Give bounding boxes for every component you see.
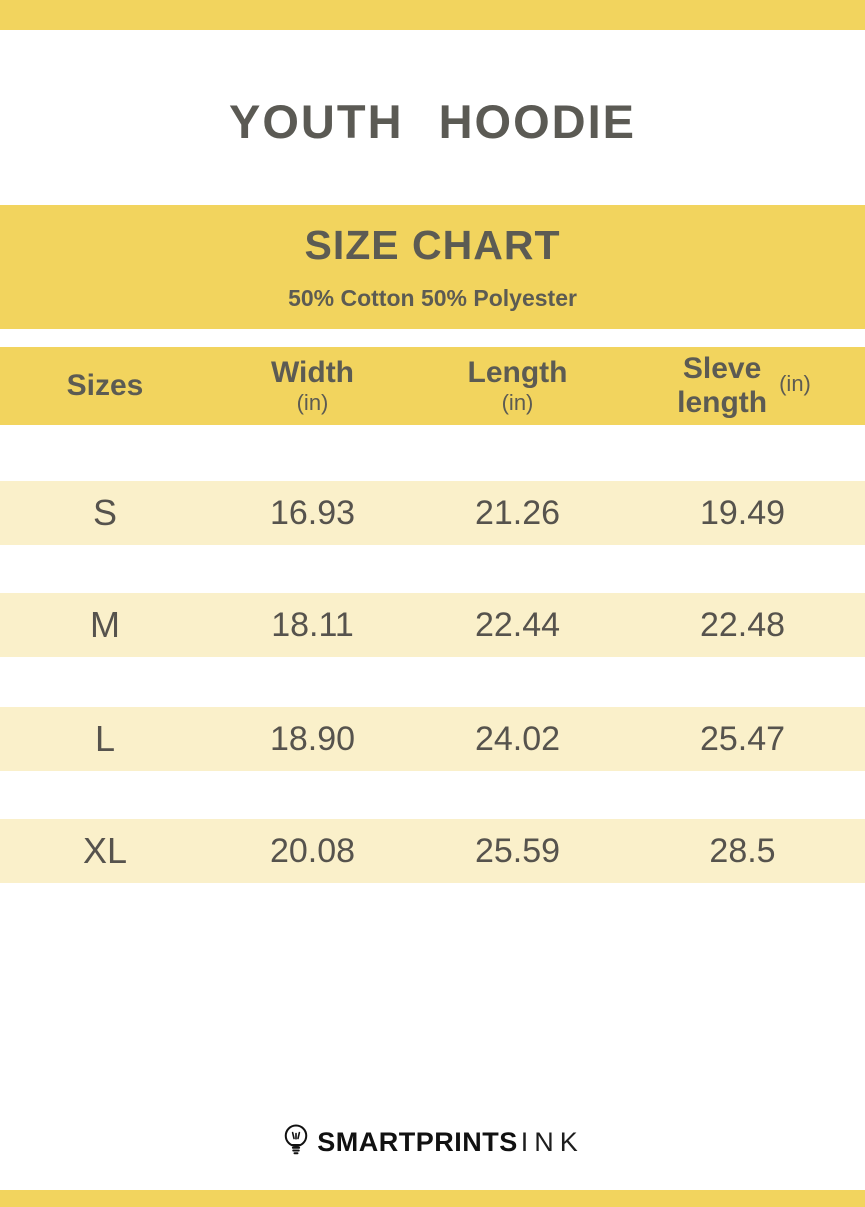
sleeve-length-unit-label: (in) <box>779 370 811 396</box>
table-row-size-xl: XL 20.08 25.59 28.5 <box>0 819 865 883</box>
length-cell: 22.44 <box>474 605 561 644</box>
length-cell: 24.02 <box>474 719 561 758</box>
table-row-size-m: M 18.11 22.44 22.48 <box>0 593 865 657</box>
sleeve-length-cell: 25.47 <box>699 719 786 758</box>
sleeve-length-header-label: Sleve length <box>677 352 768 419</box>
length-cell: 25.59 <box>474 831 561 870</box>
width-cell: 20.08 <box>269 831 356 870</box>
width-cell: 18.90 <box>269 719 356 758</box>
length-unit-label: (in) <box>501 389 534 415</box>
sleeve-length-cell: 28.5 <box>709 831 776 870</box>
brand-name-bold: SMARTPRINTS <box>317 1126 518 1157</box>
column-header-length: Length (in) <box>415 356 620 416</box>
size-cell: M <box>90 604 120 645</box>
size-cell: L <box>94 718 116 759</box>
table-row-size-l: L 18.90 24.02 25.47 <box>0 707 865 771</box>
brand-name-light: INK <box>520 1126 584 1157</box>
length-header-label: Length <box>467 356 568 389</box>
column-header-sleeve-length: Sleve length (in) <box>620 352 865 419</box>
table-row-size-s: S 16.93 21.26 19.49 <box>0 481 865 545</box>
bottom-accent-bar <box>0 1190 865 1207</box>
column-header-width: Width (in) <box>210 356 415 416</box>
size-chart-title: SIZE CHART <box>304 222 561 268</box>
width-header-label: Width <box>270 356 355 389</box>
fabric-composition-label: 50% Cotton 50% Polyester <box>288 285 577 311</box>
table-header-row: Sizes Width (in) Length (in) Sleve lengt… <box>0 347 865 425</box>
size-chart-banner: SIZE CHART 50% Cotton 50% Polyester <box>0 205 865 329</box>
sizes-header-label: Sizes <box>66 369 144 403</box>
width-cell: 16.93 <box>269 493 356 532</box>
size-cell: XL <box>82 830 128 871</box>
lightbulb-icon <box>281 1123 311 1161</box>
width-cell: 18.11 <box>271 605 354 644</box>
width-unit-label: (in) <box>296 389 329 415</box>
top-accent-bar <box>0 0 865 30</box>
sleeve-length-cell: 22.48 <box>699 605 786 644</box>
column-header-sizes: Sizes <box>0 369 210 403</box>
sleeve-length-cell: 19.49 <box>699 493 786 532</box>
length-cell: 21.26 <box>474 493 561 532</box>
page-title: YOUTH HOODIE <box>229 95 636 148</box>
brand-footer: SMARTPRINTS INK <box>0 1120 865 1164</box>
size-cell: S <box>92 492 117 533</box>
